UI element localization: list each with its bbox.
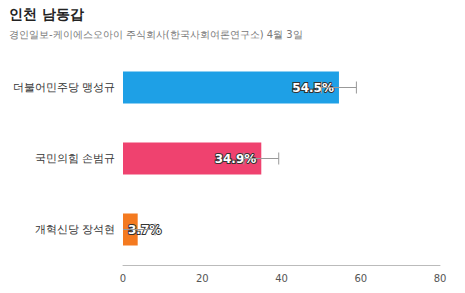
svg-text:3.7%: 3.7% xyxy=(128,222,162,237)
svg-text:국민의힘 손범규: 국민의힘 손범규 xyxy=(35,152,116,165)
svg-text:54.5%: 54.5% xyxy=(292,80,334,95)
svg-text:40: 40 xyxy=(275,273,288,284)
svg-text:개혁신당 장석현: 개혁신당 장석현 xyxy=(35,223,116,236)
svg-text:20: 20 xyxy=(196,273,209,284)
svg-text:경인일보-케이에스오아이 주식회사(한국사회여론연구소) 4: 경인일보-케이에스오아이 주식회사(한국사회여론연구소) 4월 3일 xyxy=(9,29,303,40)
svg-text:80: 80 xyxy=(434,273,447,284)
svg-text:인천 남동갑: 인천 남동갑 xyxy=(9,6,84,22)
svg-text:60: 60 xyxy=(354,273,367,284)
svg-text:34.9%: 34.9% xyxy=(214,151,257,166)
svg-text:더불어민주당 맹성규: 더불어민주당 맹성규 xyxy=(13,81,116,94)
svg-text:0: 0 xyxy=(120,273,126,284)
